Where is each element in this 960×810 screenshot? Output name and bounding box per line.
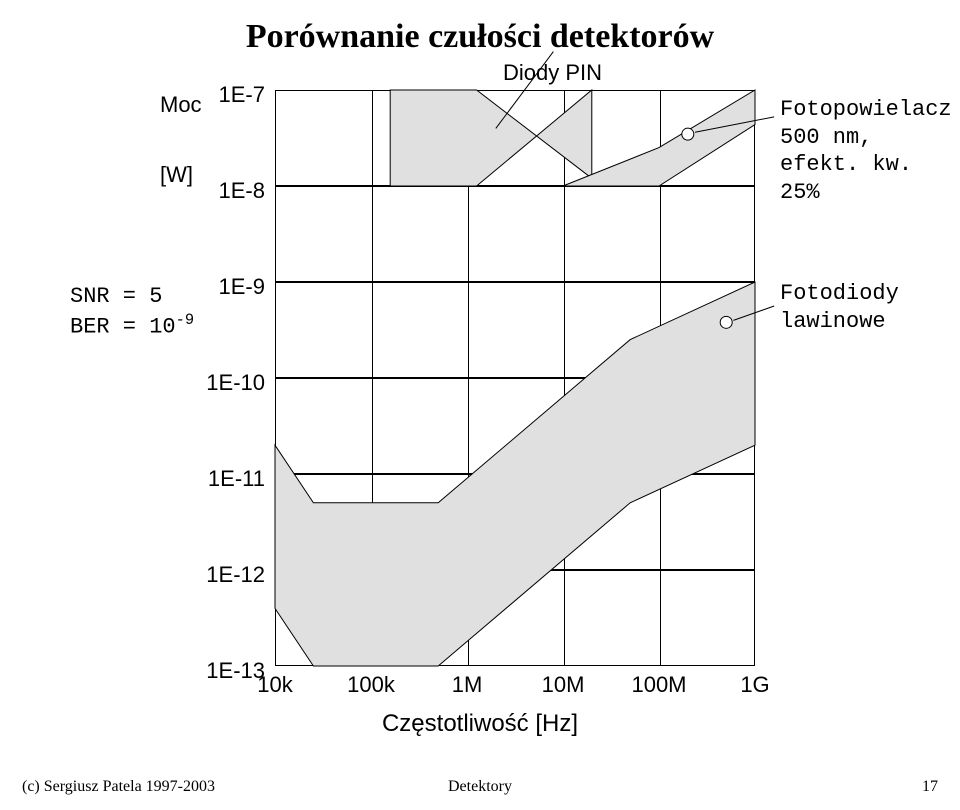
snr-text: SNR = 5 (70, 283, 194, 311)
x-tick-3: 10M (542, 672, 585, 698)
grid-segment (275, 186, 755, 282)
y-tick-0: 1E-7 (219, 82, 265, 108)
y-axis-title-top: Moc (160, 92, 202, 118)
y-tick-1: 1E-8 (219, 178, 265, 204)
x-tick-1: 100k (347, 672, 395, 698)
page-root: Porównanie czułości detektorów Moc [W] 1… (0, 0, 960, 810)
grid-segment (275, 474, 755, 570)
footer-right: 17 (922, 778, 938, 796)
annot-apd: Fotodiody lawinowe (780, 280, 899, 335)
grid-segment (275, 378, 755, 474)
grid-segment (275, 90, 755, 186)
y-tick-6: 1E-13 (206, 658, 265, 684)
y-axis-title-bottom: [W] (160, 162, 193, 188)
grid-segment (275, 282, 755, 378)
annot-pin: Diody PIN (503, 60, 602, 86)
y-tick-2: 1E-9 (219, 274, 265, 300)
x-tick-4: 100M (631, 672, 686, 698)
ber-text: BER = 10-9 (70, 311, 194, 341)
side-conditions: SNR = 5 BER = 10-9 (70, 283, 194, 340)
chart-title: Porównanie czułości detektorów (0, 18, 960, 56)
x-axis-title: Częstotliwość [Hz] (0, 710, 960, 738)
y-tick-4: 1E-11 (208, 466, 265, 492)
y-tick-5: 1E-12 (206, 562, 265, 588)
annot-pm: Fotopowielacz 500 nm, efekt. kw. 25% (780, 96, 960, 206)
grid-segment (275, 570, 755, 666)
x-tick-2: 1M (452, 672, 483, 698)
y-tick-3: 1E-10 (206, 370, 265, 396)
x-tick-0: 10k (257, 672, 292, 698)
footer-center: Detektory (0, 778, 960, 796)
x-tick-5: 1G (740, 672, 769, 698)
